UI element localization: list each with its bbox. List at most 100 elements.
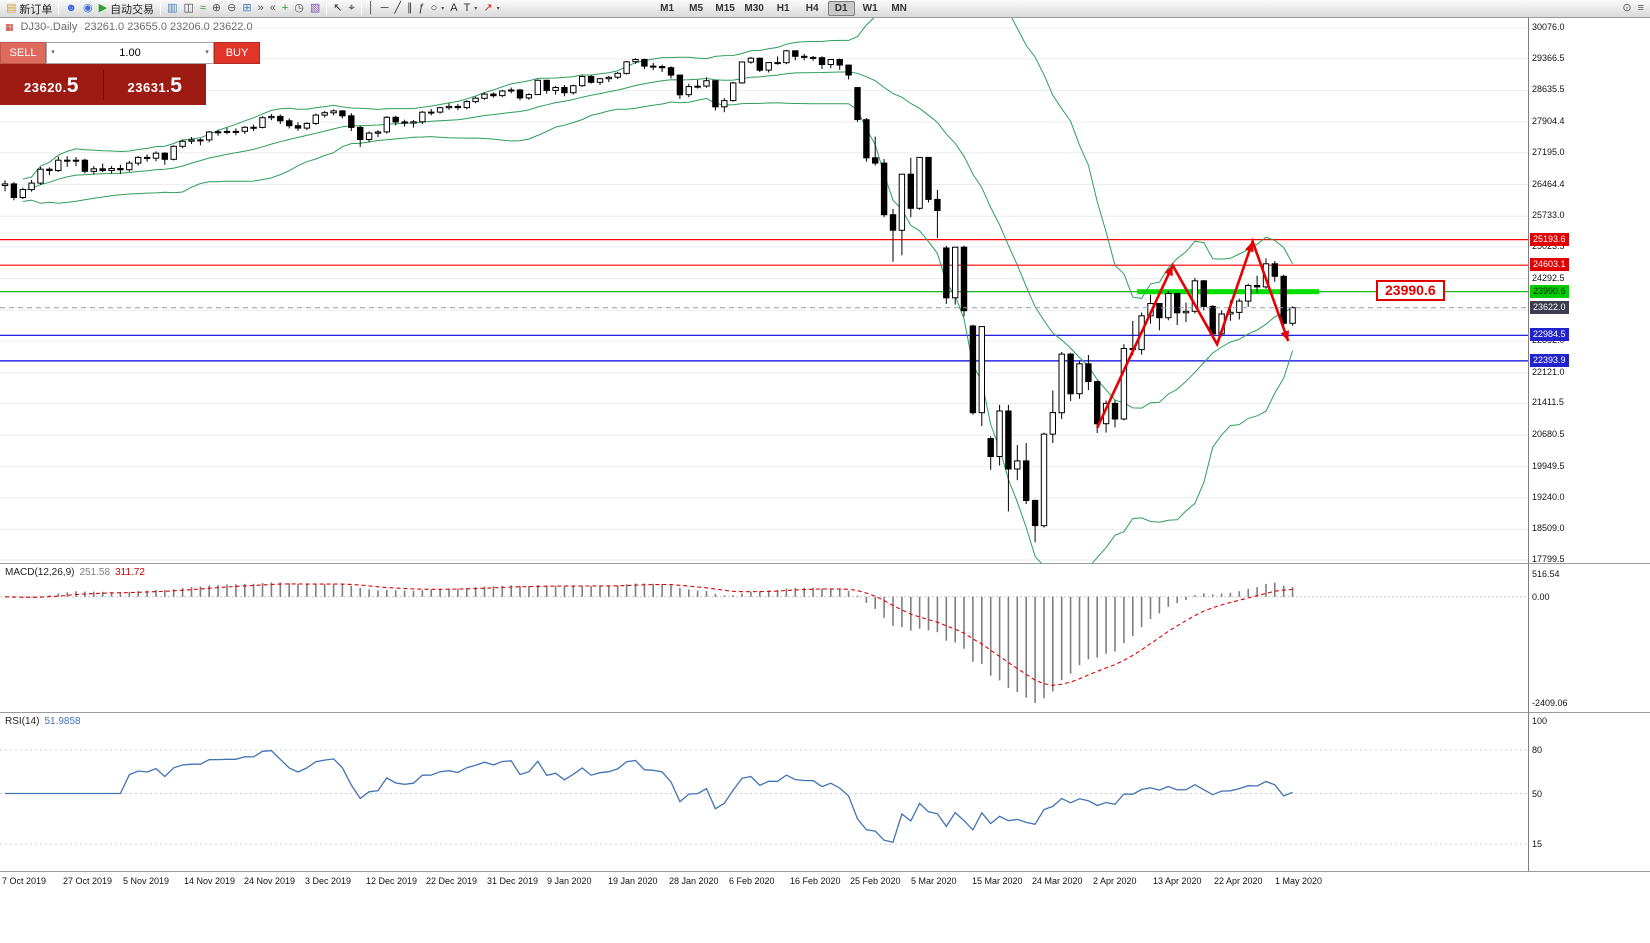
auto-trading-label: 自动交易 (110, 3, 155, 16)
price-axis-label: 27904.4 (1532, 116, 1565, 126)
macd-panel[interactable]: MACD(12,26,9) 251.58 311.72 (0, 563, 1528, 712)
price-tag: 24603.1 (1530, 258, 1569, 271)
chart-symbol-period: DJ30-.Daily (20, 21, 78, 33)
price-axis-label: 29366.5 (1532, 53, 1565, 63)
bar-chart-mode-button[interactable]: ▥ (164, 1, 180, 17)
timeframe-group: M1 M5 M15 M30 H1 H4 D1 W1 MN (653, 1, 914, 16)
time-axis[interactable]: 7 Oct 2019 27 Oct 2019 5 Nov 2019 14 Nov 20… (0, 871, 1650, 889)
timeframe-d1-button[interactable]: D1 (827, 1, 855, 16)
sell-button[interactable]: SELL (0, 42, 46, 64)
chart-title: ▦ DJ30-.Daily 23261.0 23655.0 23206.0 23… (5, 21, 253, 33)
market-watch-icon: ☻ (65, 2, 77, 14)
text-tool-icon: A (450, 2, 458, 14)
templates-button[interactable]: ▧ (307, 1, 323, 17)
volume-input[interactable] (59, 44, 201, 62)
zoom-in-button[interactable]: ⊕ (209, 1, 224, 17)
timeframe-m1-button[interactable]: M1 (654, 1, 681, 16)
toolbar: ▤ 新订单 ☻ ◉ ▶ 自动交易 ▥ ◫ ≈ ⊕ ⊖ ⊞» «+ ◷ ▧ ↖ ⌖ │ ─ ╱ ∥ ƒ ○ ▾ A T ▾ ↗ ▾ M1 M5… (0, 0, 1650, 18)
horizontal-line-tool-button[interactable]: ─ (378, 1, 392, 17)
timeframe-w1-button[interactable]: W1 (857, 1, 884, 16)
price-axis-label: 28635.5 (1532, 84, 1565, 94)
rsi-panel[interactable]: RSI(14) 51.9858 (0, 712, 1528, 871)
zoom-in-icon: ⊕ (211, 2, 222, 14)
bottom-area (0, 889, 1650, 943)
arrows-tool-icon: ↗ (483, 2, 493, 14)
toolbar-options-button[interactable]: ≡ (1635, 1, 1647, 17)
time-axis-label: 19 Jan 2020 (608, 876, 658, 886)
time-axis-label: 14 Nov 2019 (184, 876, 236, 886)
price-axis[interactable]: 30076.0 29366.5 28635.5 27904.4 27195.0 26464… (1528, 18, 1650, 563)
rsi-axis[interactable]: 100 80 50 15 (1528, 712, 1650, 871)
timeframe-m15-button[interactable]: M15 (712, 1, 739, 16)
new-order-button[interactable]: ▤ 新订单 (3, 1, 55, 17)
price-axis-label: 21411.5 (1532, 397, 1564, 407)
timeframe-m5-button[interactable]: M5 (683, 1, 710, 16)
line-chart-mode-button[interactable]: ≈ (197, 1, 209, 17)
quick-search-button[interactable]: ⊙ (1619, 1, 1634, 17)
auto-scroll-icon: » (257, 2, 264, 14)
macd-axis[interactable]: 516.54 0.00 -2409.06 (1528, 563, 1650, 712)
time-axis-label: 2 Apr 2020 (1093, 876, 1137, 886)
auto-trading-button[interactable]: ▶ 自动交易 (96, 1, 157, 17)
line-chart-mode-icon: ≈ (199, 2, 206, 14)
vertical-line-tool-button[interactable]: │ (365, 1, 378, 17)
periods-button[interactable]: ◷ (291, 1, 307, 17)
cursor-icon: ↖ (333, 2, 343, 14)
price-tag: 23622.0 (1530, 301, 1569, 314)
macd-chart[interactable] (0, 564, 1528, 712)
time-axis-label: 5 Nov 2019 (123, 876, 170, 886)
candlestick-chart[interactable] (0, 18, 1528, 563)
volume-dropdown-right-icon[interactable]: ▾ (205, 49, 209, 56)
price-level-callout[interactable]: 23990.6 (1376, 280, 1445, 301)
time-axis-label: 6 Feb 2020 (729, 876, 775, 886)
shapes-tool-button[interactable]: ○ ▾ (428, 1, 448, 17)
cursor-button[interactable]: ↖ (330, 1, 345, 17)
macd-value: 251.58 (79, 567, 111, 578)
candlestick-mode-button[interactable]: ◫ (180, 1, 196, 17)
timeframe-h4-button[interactable]: H4 (799, 1, 826, 16)
rsi-axis-label: 80 (1532, 745, 1543, 755)
price-axis-label: 26464.4 (1532, 179, 1565, 189)
time-axis-label: 28 Jan 2020 (669, 876, 719, 886)
market-watch-button[interactable]: ☻ (62, 1, 80, 17)
price-divider (102, 69, 104, 100)
toolbar-separator (58, 2, 60, 15)
auto-trading-icon: ▶ (98, 2, 108, 14)
tile-windows-button[interactable]: ⊞ (239, 1, 254, 17)
label-tool-dropdown-icon: ▾ (474, 6, 478, 12)
time-axis-label: 22 Apr 2020 (1214, 876, 1263, 886)
community-button[interactable]: ◉ (80, 1, 96, 17)
text-tool-button[interactable]: A (447, 1, 460, 17)
toolbar-separator (360, 2, 362, 15)
toolbar-separator (326, 2, 328, 15)
macd-axis-label: -2409.06 (1532, 698, 1568, 708)
timeframe-mn-button[interactable]: MN (886, 1, 913, 16)
volume-dropdown-left-icon[interactable]: ▾ (51, 49, 55, 56)
macd-signal-value: 311.72 (115, 567, 145, 578)
tile-windows-icon: ⊞ (242, 2, 252, 14)
crosshair-button[interactable]: ⌖ (346, 1, 358, 17)
timeframe-m30-button[interactable]: M30 (741, 1, 768, 16)
channel-tool-button[interactable]: ∥ (404, 1, 416, 17)
ask-price: 23631. 5 (104, 73, 207, 96)
time-axis-label: 3 Dec 2019 (305, 876, 352, 886)
buy-button[interactable]: BUY (214, 42, 260, 64)
arrows-tool-button[interactable]: ↗ ▾ (480, 1, 502, 17)
one-click-trading-panel: SELL ▾ ▾ BUY 23620.5 23631.5 (0, 42, 260, 105)
chart-shift-button[interactable]: « (267, 1, 279, 17)
price-axis-label: 25023.5 (1532, 241, 1565, 251)
rsi-chart[interactable] (0, 713, 1528, 871)
rsi-axis-label: 50 (1532, 789, 1543, 799)
auto-scroll-button[interactable]: » (255, 1, 267, 17)
indicators-button[interactable]: + (279, 1, 291, 17)
fibonacci-tool-button[interactable]: ƒ (416, 1, 428, 17)
zoom-out-button[interactable]: ⊖ (224, 1, 239, 17)
main-chart-pane[interactable]: ▦ DJ30-.Daily 23261.0 23655.0 23206.0 23… (0, 18, 1528, 563)
label-tool-button[interactable]: T ▾ (461, 1, 481, 17)
label-tool-icon: T (463, 2, 471, 14)
quick-search-icon: ⊙ (1622, 2, 1632, 14)
trendline-tool-button[interactable]: ╱ (391, 1, 404, 17)
macd-name: MACD(12,26,9) (5, 567, 75, 578)
timeframe-h1-button[interactable]: H1 (770, 1, 797, 16)
new-order-icon: ▤ (6, 2, 17, 14)
